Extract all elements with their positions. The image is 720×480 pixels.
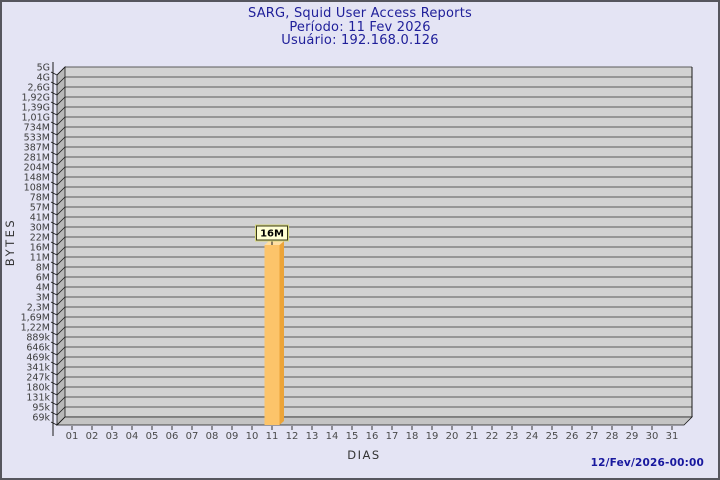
plot-area	[65, 67, 692, 417]
x-tick-label: 29	[626, 431, 639, 442]
y-tick-label: 281M	[24, 153, 50, 164]
y-tick-label: 2,6G	[28, 83, 50, 94]
y-axis-title: BYTES	[3, 218, 17, 266]
x-tick-label: 30	[646, 431, 659, 442]
report-title: SARG, Squid User Access Reports	[248, 6, 472, 21]
x-tick-label: 22	[486, 431, 499, 442]
y-tick-label: 469k	[26, 353, 50, 364]
y-tick-label: 22M	[30, 233, 50, 244]
x-tick-label: 31	[666, 431, 679, 442]
x-tick-label: 18	[406, 431, 419, 442]
y-tick-label: 3M	[36, 293, 50, 304]
bar-top-face	[264, 241, 284, 245]
x-tick-label: 10	[246, 431, 259, 442]
report-user: Usuário: 192.168.0.126	[281, 33, 439, 48]
y-tick-label: 1,92G	[21, 93, 50, 104]
x-tick-label: 19	[426, 431, 439, 442]
x-tick-label: 06	[166, 431, 179, 442]
x-tick-label: 14	[326, 431, 339, 442]
x-tick-label: 02	[86, 431, 99, 442]
y-tick-label: 16M	[30, 243, 50, 254]
y-tick-label: 57M	[30, 203, 50, 214]
bar-day-11	[264, 245, 280, 425]
floor	[56, 416, 693, 426]
x-axis-title: DIAS	[347, 448, 380, 462]
report-period: Período: 11 Fev 2026	[289, 19, 431, 35]
x-tick-label: 17	[386, 431, 399, 442]
y-tick-label: 4M	[36, 283, 50, 294]
y-tick-label: 30M	[30, 223, 50, 234]
y-tick-label: 5G	[37, 63, 50, 74]
x-tick-label: 09	[226, 431, 239, 442]
x-tick-label: 16	[366, 431, 379, 442]
y-tick-label: 646k	[26, 343, 50, 354]
bar-value-annotation: 16M	[260, 229, 284, 240]
y-tick-label: 2,3M	[27, 303, 50, 314]
x-tick-label: 04	[126, 431, 139, 442]
y-tick-label: 131k	[26, 393, 50, 404]
x-tick-label: 01	[66, 431, 79, 442]
report-header: SARG, Squid User Access Reports Período:…	[2, 7, 718, 48]
y-tick-label: 148M	[24, 173, 50, 184]
y-tick-label: 1,69M	[21, 313, 50, 324]
x-tick-label: 27	[586, 431, 599, 442]
x-tick-label: 11	[266, 431, 279, 442]
y-tick-label: 889k	[26, 333, 50, 344]
y-tick-label: 69k	[32, 413, 50, 424]
x-tick-label: 24	[526, 431, 539, 442]
annotation-outer-frame	[255, 224, 289, 242]
y-tick-label: 1,22M	[21, 323, 50, 334]
y-tick-label: 734M	[24, 123, 50, 134]
y-tick-label: 108M	[24, 183, 50, 194]
y-tick-label: 4G	[37, 73, 50, 84]
y-tick-label: 1,39G	[21, 103, 50, 114]
x-tick-label: 08	[206, 431, 219, 442]
y-tick-label: 1,01G	[21, 113, 50, 124]
x-tick-label: 21	[466, 431, 479, 442]
x-tick-label: 15	[346, 431, 359, 442]
y-tick-label: 11M	[30, 253, 50, 264]
y-tick-label: 78M	[30, 193, 50, 204]
x-tick-label: 13	[306, 431, 319, 442]
x-tick-label: 28	[606, 431, 619, 442]
y-tick-label: 387M	[24, 143, 50, 154]
bar-side-face	[279, 241, 284, 425]
y-tick-label: 8M	[36, 263, 50, 274]
annotation-box	[256, 225, 288, 241]
y-tick-label: 204M	[24, 163, 50, 174]
x-tick-label: 23	[506, 431, 519, 442]
x-tick-label: 05	[146, 431, 159, 442]
y-tick-label: 6M	[36, 273, 50, 284]
y-tick-label: 95k	[32, 403, 50, 414]
x-tick-label: 12	[286, 431, 299, 442]
x-tick-label: 07	[186, 431, 199, 442]
x-tick-label: 03	[106, 431, 119, 442]
x-tick-label: 26	[566, 431, 579, 442]
x-tick-label: 25	[546, 431, 559, 442]
y-tick-label: 341k	[26, 363, 50, 374]
x-tick-label: 20	[446, 431, 459, 442]
y-tick-label: 247k	[26, 373, 50, 384]
y-tick-label: 41M	[30, 213, 50, 224]
report-timestamp: 12/Fev/2026-00:00	[590, 457, 704, 469]
y-tick-label: 180k	[26, 383, 50, 394]
y-tick-label: 533M	[24, 133, 50, 144]
